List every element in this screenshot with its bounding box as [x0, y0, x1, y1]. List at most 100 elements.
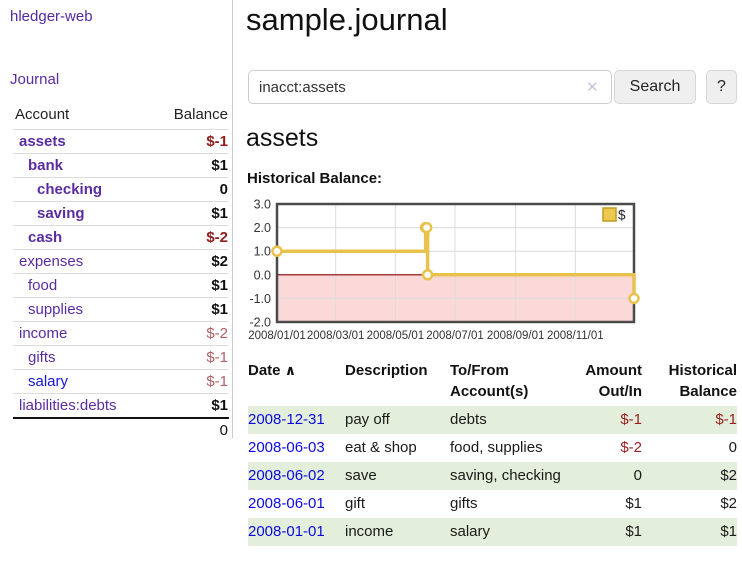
- transaction-accounts: salary: [450, 523, 491, 540]
- transaction-balance: $1: [720, 523, 737, 540]
- transaction-description: save: [345, 467, 377, 484]
- transaction-description: eat & shop: [345, 439, 417, 456]
- page-title: sample.journal: [246, 2, 448, 37]
- accounts-column-header: To/From Account(s): [450, 362, 529, 400]
- accounts-table: Account Balance assets $-1 bank $1 check…: [13, 103, 229, 442]
- account-balance: $1: [152, 201, 229, 226]
- account-row: gifts $-1: [13, 345, 229, 370]
- transaction-date-link[interactable]: 2008-06-03: [248, 439, 325, 456]
- svg-text:1.0: 1.0: [254, 245, 271, 259]
- account-row: checking 0: [13, 177, 229, 202]
- accounts-header-row: Account Balance: [13, 103, 229, 130]
- account-link-expenses[interactable]: expenses: [19, 253, 84, 270]
- account-balance: $1: [152, 153, 229, 178]
- account-row: expenses $2: [13, 249, 229, 274]
- account-row: cash $-2: [13, 225, 229, 250]
- balance-column-header: Balance: [173, 106, 228, 123]
- search-button[interactable]: Search: [614, 70, 696, 104]
- search-input[interactable]: [248, 70, 612, 104]
- account-balance: $-1: [152, 129, 229, 154]
- svg-text:2008/01/01: 2008/01/01: [248, 330, 306, 342]
- date-column-header[interactable]: Date ∧: [248, 362, 297, 379]
- svg-text:2008/03/01: 2008/03/01: [307, 330, 365, 342]
- transaction-accounts: food, supplies: [450, 439, 543, 456]
- sidebar: hledger-web Journal Account Balance asse…: [0, 0, 233, 442]
- help-button[interactable]: ?: [706, 70, 737, 104]
- account-row: assets $-1: [13, 129, 229, 154]
- description-column-header: Description: [345, 362, 428, 379]
- account-row: liabilities:debts $1: [13, 393, 229, 418]
- balance-column-header: Historical Balance: [668, 362, 737, 400]
- clear-search-icon[interactable]: ✕: [586, 79, 599, 96]
- svg-text:2008/09/01: 2008/09/01: [487, 330, 545, 342]
- account-row: salary $-1: [13, 369, 229, 394]
- sidebar-item-journal[interactable]: Journal: [10, 71, 60, 88]
- account-link-assets[interactable]: assets: [19, 133, 66, 150]
- register-row: 2008-06-02 save saving, checking 0 $2: [248, 462, 737, 490]
- account-balance: $-2: [152, 321, 229, 346]
- transaction-amount: 0: [633, 467, 642, 484]
- amount-column-header: Amount Out/In: [585, 362, 642, 400]
- svg-text:0.0: 0.0: [254, 268, 271, 282]
- account-row: bank $1: [13, 153, 229, 178]
- account-row: saving $1: [13, 201, 229, 226]
- transaction-amount: $-1: [620, 411, 642, 428]
- transaction-balance: $2: [720, 467, 737, 484]
- register-row: 2008-06-01 gift gifts $1 $2: [248, 490, 737, 518]
- account-balance: 0: [152, 177, 229, 202]
- account-link-income[interactable]: income: [19, 325, 68, 342]
- transaction-balance: $-1: [715, 411, 737, 428]
- transaction-date-link[interactable]: 2008-06-01: [248, 495, 325, 512]
- account-balance: $-1: [152, 369, 229, 394]
- account-link-supplies[interactable]: supplies: [28, 301, 84, 318]
- transaction-balance: 0: [728, 439, 737, 456]
- account-link-liabilities-debts[interactable]: liabilities:debts: [19, 397, 117, 414]
- account-link-gifts[interactable]: gifts: [28, 349, 56, 366]
- register-row: 2008-12-31 pay off debts $-1 $-1: [248, 406, 737, 434]
- accounts-total-row: 0: [13, 417, 229, 442]
- register-table: Date ∧ Description To/From Account(s) Am…: [248, 360, 737, 546]
- transaction-description: gift: [345, 495, 366, 512]
- transaction-amount: $1: [625, 523, 642, 540]
- svg-text:-1.0: -1.0: [249, 292, 271, 306]
- account-column-header: Account: [15, 106, 70, 123]
- account-link-salary[interactable]: salary: [28, 373, 69, 390]
- svg-text:-2.0: -2.0: [249, 316, 271, 330]
- register-row: 2008-06-03 eat & shop food, supplies $-2…: [248, 434, 737, 462]
- transaction-date-link[interactable]: 2008-06-02: [248, 467, 325, 484]
- transaction-date-link[interactable]: 2008-12-31: [248, 411, 325, 428]
- transaction-accounts: gifts: [450, 495, 478, 512]
- svg-text:$: $: [618, 208, 626, 223]
- account-link-bank[interactable]: bank: [28, 157, 64, 174]
- svg-text:2008/07/01: 2008/07/01: [426, 330, 484, 342]
- transaction-balance: $2: [720, 495, 737, 512]
- svg-text:2008/11/01: 2008/11/01: [547, 330, 604, 342]
- app-title-link[interactable]: hledger-web: [10, 8, 93, 25]
- svg-text:2008/05/01: 2008/05/01: [367, 330, 425, 342]
- account-balance: $-2: [152, 225, 229, 250]
- account-balance: $1: [152, 297, 229, 322]
- transaction-description: income: [345, 523, 394, 540]
- transaction-amount: $1: [625, 495, 642, 512]
- account-row: supplies $1: [13, 297, 229, 322]
- transaction-accounts: debts: [450, 411, 487, 428]
- account-balance: $1: [152, 393, 229, 418]
- register-row: 2008-01-01 income salary $1 $1: [248, 518, 737, 546]
- register-header-row: Date ∧ Description To/From Account(s) Am…: [248, 360, 737, 406]
- transaction-description: pay off: [345, 411, 390, 428]
- account-link-checking[interactable]: checking: [37, 181, 103, 198]
- account-link-saving[interactable]: saving: [37, 205, 85, 222]
- transaction-amount: $-2: [620, 439, 642, 456]
- transaction-date-link[interactable]: 2008-01-01: [248, 523, 325, 540]
- transaction-accounts: saving, checking: [450, 467, 561, 484]
- account-row: food $1: [13, 273, 229, 298]
- account-link-cash[interactable]: cash: [28, 229, 63, 246]
- svg-text:2.0: 2.0: [254, 221, 271, 235]
- sort-ascending-icon: ∧: [284, 362, 297, 378]
- account-balance: $1: [152, 273, 229, 298]
- svg-text:3.0: 3.0: [254, 198, 271, 212]
- accounts-total-value: 0: [152, 417, 229, 442]
- account-row: income $-2: [13, 321, 229, 346]
- account-link-food[interactable]: food: [28, 277, 58, 294]
